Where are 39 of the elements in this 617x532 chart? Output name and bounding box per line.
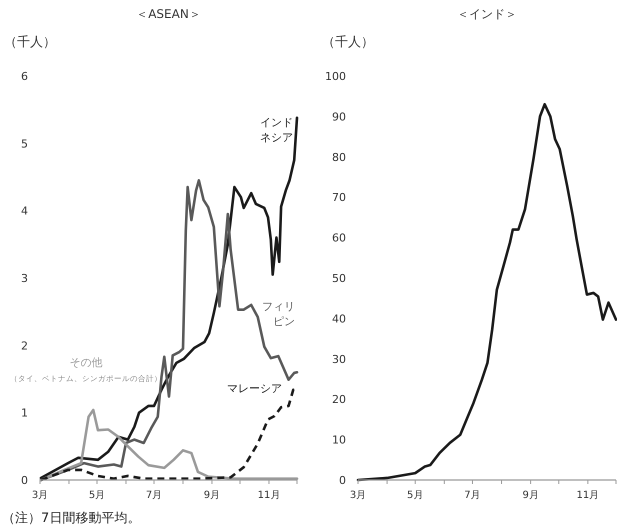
x-tick-label: 7月: [464, 490, 481, 501]
y-tick-label: 70: [332, 191, 346, 204]
y-tick-label: 10: [332, 434, 346, 447]
x-tick-label: 11月: [258, 490, 280, 501]
y-tick-label: 5: [21, 137, 28, 150]
y-tick-label: 6: [21, 70, 28, 83]
x-tick-label: 9月: [204, 490, 220, 501]
y-tick-label: 20: [332, 393, 346, 406]
text: （注）7日間移動平均。: [2, 511, 140, 526]
series-label: インドネシア: [260, 116, 293, 144]
y-tick-label: 40: [332, 312, 346, 326]
x-tick-label: 5月: [407, 490, 424, 501]
y-tick-label: 4: [21, 204, 28, 218]
y-tick-label: 100: [325, 70, 346, 83]
x-tick-label: 3月: [32, 490, 48, 501]
x-tick-label: 7月: [146, 490, 162, 501]
y-tick-label: 90: [332, 110, 346, 124]
y-tick-label: 0: [339, 474, 346, 487]
y-axis-title: （千人）: [4, 35, 56, 50]
y-tick-label: 30: [332, 352, 346, 366]
y-axis-title: （千人）: [322, 35, 374, 50]
series-label: フィリピン: [262, 300, 295, 328]
y-tick-label: 60: [332, 232, 346, 245]
y-tick-label: 2: [21, 339, 28, 352]
y-tick-label: 50: [332, 272, 346, 285]
y-tick-label: 80: [332, 150, 346, 164]
x-tick-label: 11月: [576, 490, 600, 501]
x-tick-label: 9月: [522, 490, 539, 501]
series-label: マレーシア: [227, 382, 282, 395]
chart-title: ＜ASEAN＞: [136, 7, 201, 21]
y-tick-label: 3: [21, 272, 28, 285]
line-series: [40, 408, 298, 482]
x-tick-label: 5月: [88, 490, 106, 501]
x-tick-label: 3月: [350, 490, 366, 501]
y-tick-label: 0: [21, 474, 28, 487]
y-tick-label: 1: [21, 406, 28, 420]
text: その他: [70, 356, 102, 369]
line-series: [356, 102, 617, 482]
chart-title: ＜インド＞: [457, 7, 517, 21]
